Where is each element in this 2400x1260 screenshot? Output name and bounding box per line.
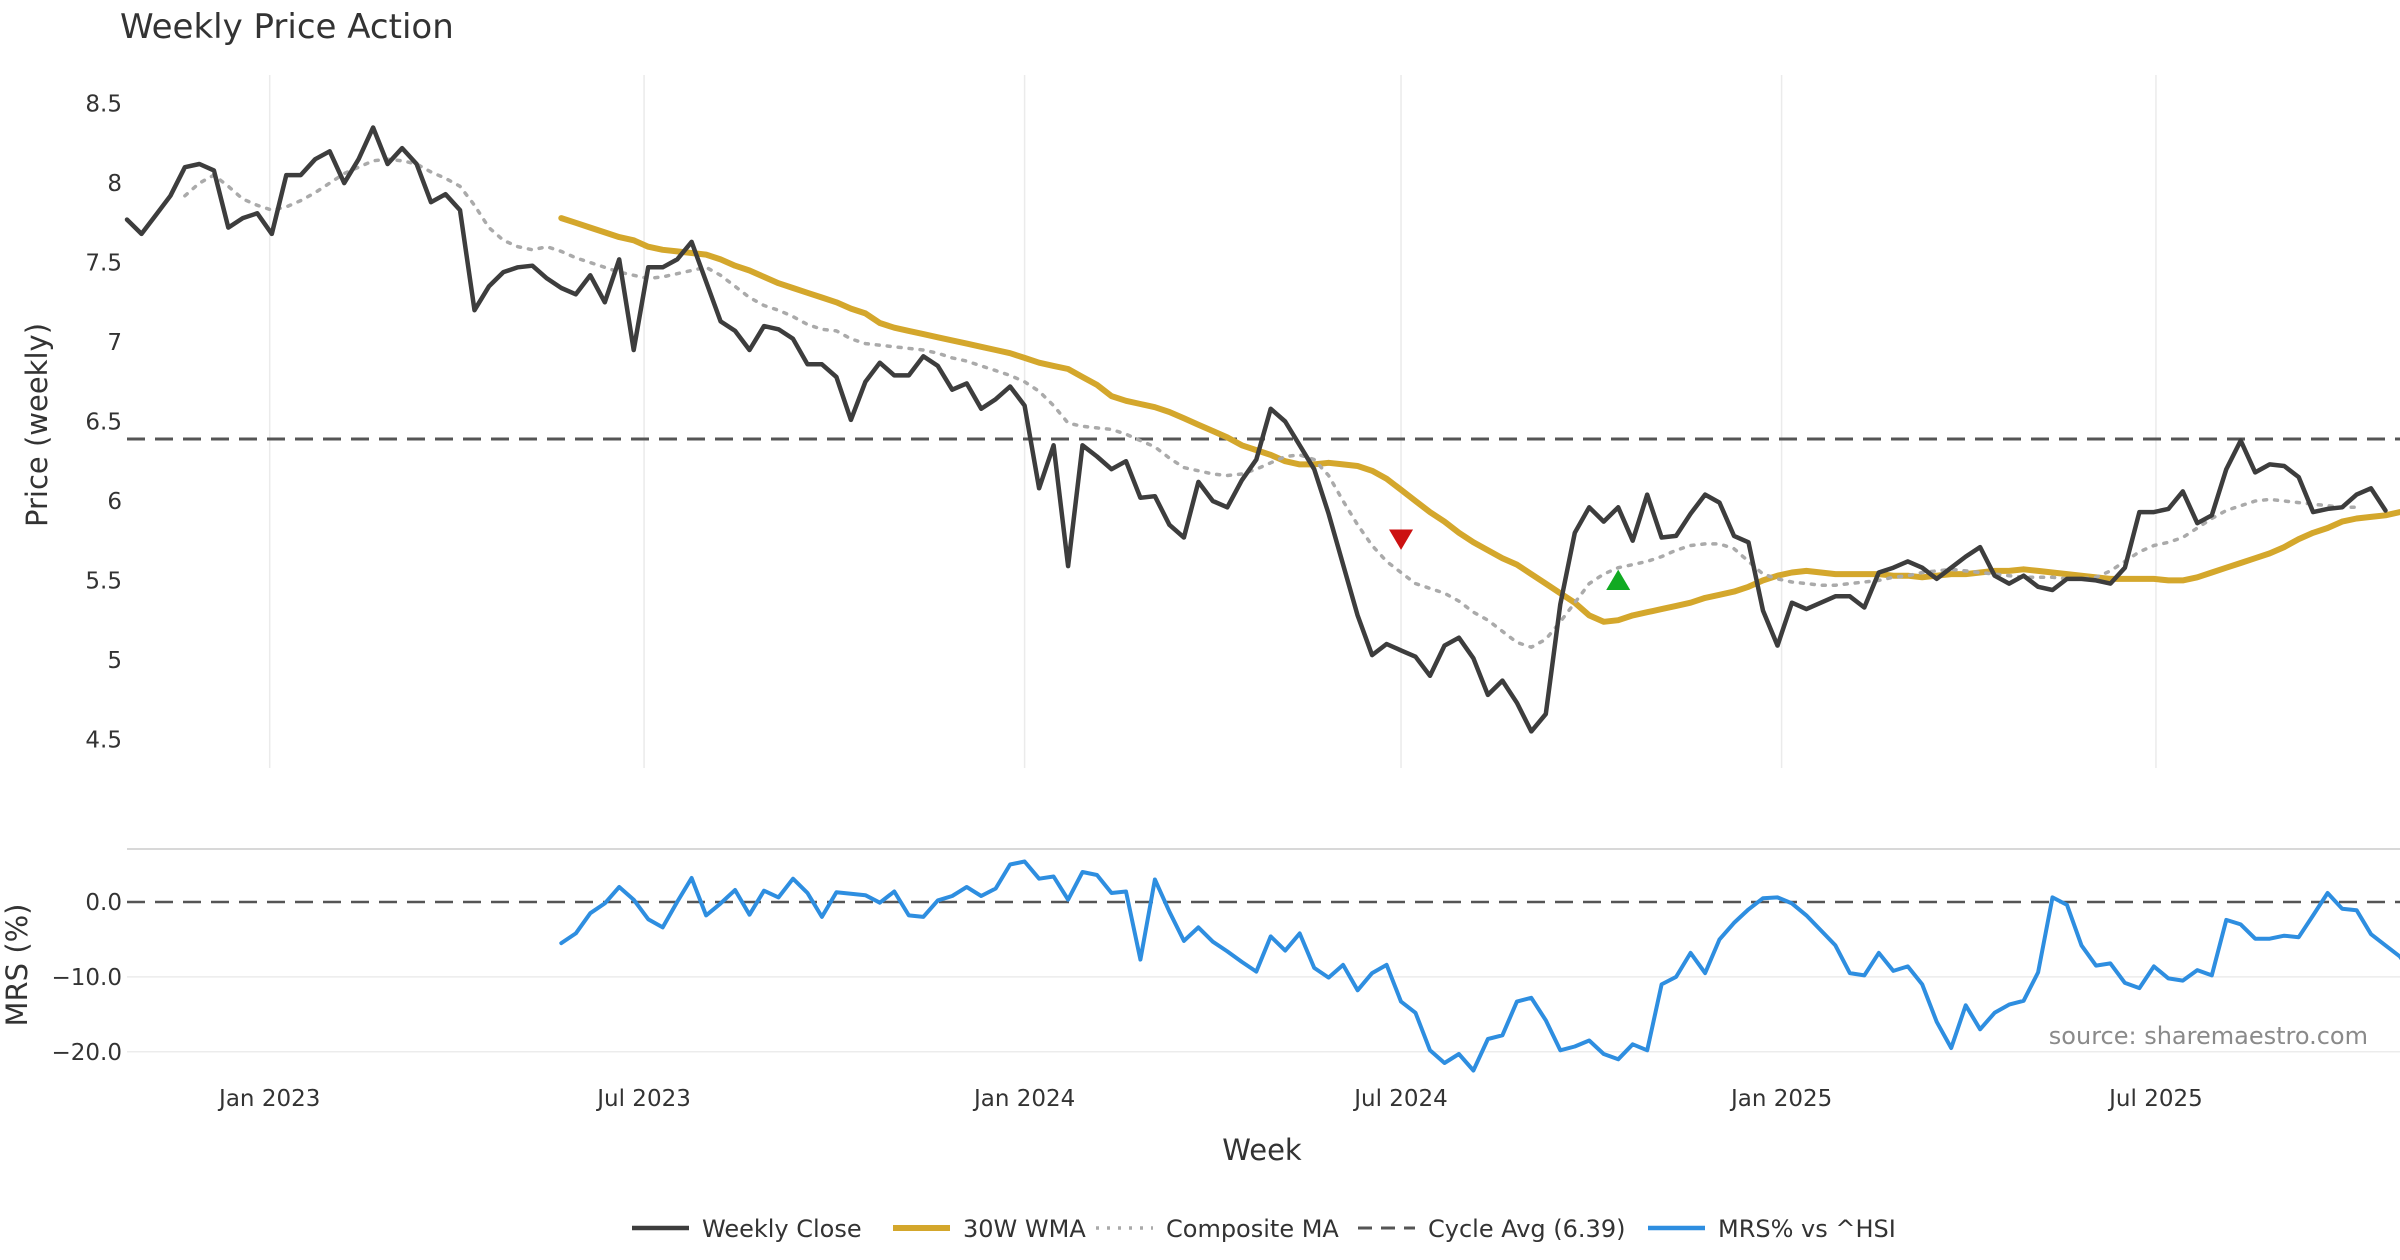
x-axis-label: Week [1222, 1133, 1302, 1167]
price-y-axis-label: Price (weekly) [20, 323, 54, 527]
price-y-tick-label: 6.5 [85, 410, 122, 436]
chart-title: Weekly Price Action [120, 7, 454, 47]
sell-signal-marker [1389, 529, 1414, 550]
mrs-series-group [127, 859, 2400, 1073]
x-tick-label: Jan 2024 [972, 1086, 1075, 1112]
x-tick-label: Jul 2025 [2107, 1086, 2203, 1112]
mrs-y-ticks: 0.0 −10.0 −20.0 [52, 890, 122, 1066]
price-series-group [124, 125, 2400, 734]
mrs-grid [127, 976, 2400, 1053]
x-tick-label: Jul 2023 [595, 1086, 691, 1112]
x-tick-label: Jan 2025 [1729, 1086, 1832, 1112]
signal-markers [1389, 529, 1631, 591]
price-y-tick-label: 6 [107, 489, 122, 515]
legend-label: 30W WMA [963, 1215, 1086, 1243]
mrs-y-tick-label: −10.0 [52, 965, 122, 991]
legend: Weekly Close 30W WMA Composite MA Cycle Avg… [632, 1215, 1896, 1243]
legend-label: Cycle Avg (6.39) [1428, 1215, 1625, 1243]
price-y-tick-label: 5 [107, 648, 122, 674]
mrs-y-tick-label: −20.0 [52, 1040, 122, 1066]
price-y-tick-label: 8 [107, 171, 122, 197]
price-y-tick-label: 4.5 [85, 727, 122, 753]
weekly-close-line [124, 125, 2388, 734]
legend-label: Weekly Close [702, 1215, 862, 1243]
mrs-y-tick-label: 0.0 [85, 890, 122, 916]
composite-ma-line [183, 157, 2359, 649]
wma-30w-line [558, 215, 2400, 625]
legend-label: MRS% vs ^HSI [1718, 1215, 1896, 1243]
price-y-tick-label: 7.5 [85, 251, 122, 277]
price-y-tick-label: 8.5 [85, 92, 122, 118]
x-tick-label: Jul 2024 [1352, 1086, 1448, 1112]
price-y-tick-label: 7 [107, 330, 122, 356]
source-attribution: source: sharemaestro.com [2049, 1022, 2368, 1050]
price-grid [268, 75, 2157, 768]
x-ticks: Jan 2023 Jul 2023 Jan 2024 Jul 2024 Jan 2025… [217, 1086, 2203, 1112]
mrs-y-axis-label: MRS (%) [0, 904, 34, 1027]
legend-label: Composite MA [1166, 1215, 1339, 1243]
price-y-tick-label: 5.5 [85, 568, 122, 594]
buy-signal-marker [1606, 569, 1631, 591]
x-tick-label: Jan 2023 [217, 1086, 320, 1112]
mrs-line [559, 859, 2400, 1073]
price-y-ticks: 4.5 5 5.5 6 6.5 7 7.5 8 8.5 [85, 92, 122, 754]
